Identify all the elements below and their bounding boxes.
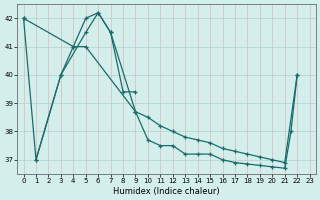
X-axis label: Humidex (Indice chaleur): Humidex (Indice chaleur) [113,187,220,196]
